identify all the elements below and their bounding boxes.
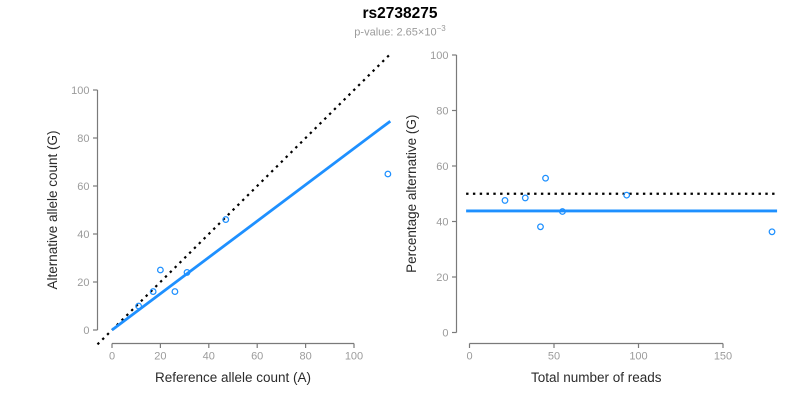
data-point — [623, 191, 631, 199]
y-tick-label: 80 — [77, 133, 89, 145]
x-tick-label: 100 — [629, 351, 647, 363]
data-point — [521, 194, 529, 202]
y-tick-label: 20 — [436, 272, 448, 284]
y-tick-label: 80 — [436, 105, 448, 117]
y-tick-label: 100 — [430, 50, 448, 62]
data-point — [537, 223, 544, 231]
data-point — [501, 196, 509, 204]
plot-subtitle: p-value: 2.65×10−3 — [0, 24, 800, 39]
data-point — [171, 288, 179, 296]
y-tick-label: 20 — [77, 277, 89, 289]
data-point — [149, 288, 157, 296]
identity-line — [96, 54, 390, 346]
y-tick-label: 60 — [436, 161, 448, 173]
x-tick-label: 150 — [714, 351, 732, 363]
data-point — [542, 174, 549, 182]
x-tick-label: 20 — [154, 351, 166, 363]
y-tick-label: 0 — [442, 327, 448, 339]
x-tick-label: 0 — [466, 351, 472, 363]
y-axis-title: Alternative allele count (G) — [45, 130, 60, 289]
x-axis-title: Total number of reads — [531, 370, 662, 385]
y-axis-title: Percentage alternative (G) — [404, 115, 419, 273]
data-point — [768, 228, 776, 236]
fit-line — [111, 120, 392, 332]
y-tick-label: 60 — [77, 181, 89, 193]
plot-title: rs2738275 — [362, 5, 438, 22]
data-point — [559, 208, 566, 215]
y-tick-label: 100 — [71, 85, 89, 97]
x-axis-title: Reference allele count (A) — [155, 370, 311, 385]
pvalue-text: p-value: 2.65×10 — [354, 26, 437, 39]
y-tick-label: 0 — [83, 325, 89, 337]
data-point — [222, 216, 230, 224]
x-tick-label: 80 — [299, 351, 311, 363]
y-tick-label: 40 — [436, 216, 448, 228]
y-tick-label: 40 — [77, 229, 89, 241]
data-point — [135, 302, 143, 310]
x-tick-label: 100 — [345, 351, 363, 363]
pvalue-exponent: −3 — [436, 24, 446, 33]
x-tick-label: 60 — [251, 351, 263, 363]
x-tick-label: 0 — [109, 351, 115, 363]
x-tick-label: 40 — [203, 351, 215, 363]
data-point — [156, 266, 164, 274]
data-point — [384, 170, 392, 178]
data-point — [183, 268, 191, 276]
x-tick-label: 50 — [548, 351, 560, 363]
